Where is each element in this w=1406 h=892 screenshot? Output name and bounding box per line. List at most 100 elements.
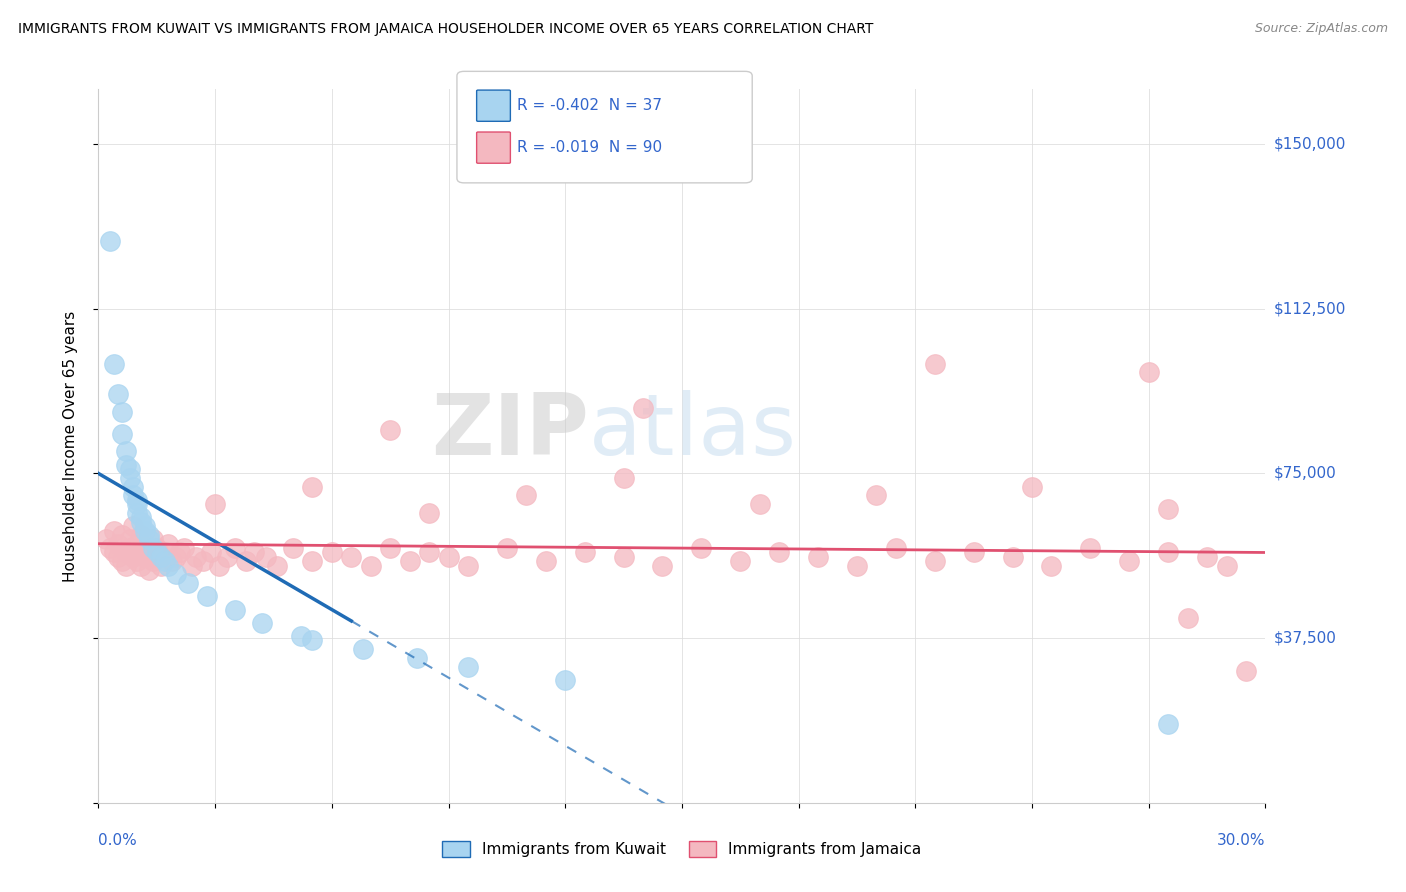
Point (127, 506, 149, 520)
Point (554, 673, 576, 687)
Point (418, 506, 440, 520)
Point (98, 234, 121, 248)
Point (146, 549, 169, 564)
Point (180, 558, 202, 573)
Point (129, 510, 152, 524)
Point (884, 541, 907, 555)
Point (122, 480, 145, 494)
Point (612, 471, 634, 485)
Text: atlas: atlas (589, 390, 797, 474)
Point (114, 458, 136, 472)
Point (290, 629, 312, 643)
Point (165, 567, 187, 582)
Point (103, 545, 125, 559)
Point (380, 541, 402, 555)
Point (118, 541, 141, 555)
Point (1157, 545, 1180, 559)
Point (360, 558, 382, 573)
Text: R = -0.402  N = 37: R = -0.402 N = 37 (517, 98, 662, 112)
Point (127, 545, 149, 559)
Point (1157, 501, 1180, 516)
Point (111, 528, 134, 542)
Point (127, 554, 149, 568)
Point (173, 541, 195, 555)
Point (146, 545, 169, 559)
Point (574, 545, 596, 559)
Point (321, 545, 343, 559)
Point (138, 563, 160, 577)
Point (134, 541, 156, 555)
Point (118, 471, 141, 485)
Point (1001, 549, 1024, 564)
Point (1137, 366, 1160, 380)
Point (129, 528, 152, 542)
Point (118, 533, 141, 547)
Point (107, 549, 129, 564)
Point (129, 515, 152, 529)
Point (215, 549, 238, 564)
Point (162, 554, 184, 568)
Text: Source: ZipAtlas.com: Source: ZipAtlas.com (1254, 22, 1388, 36)
Point (406, 651, 429, 665)
Point (200, 545, 222, 559)
Point (134, 549, 156, 564)
Point (127, 492, 149, 507)
Point (865, 488, 887, 502)
Point (96, 533, 118, 547)
Point (1177, 611, 1199, 625)
Point (138, 533, 160, 547)
Point (157, 537, 180, 551)
Point (127, 497, 149, 511)
Point (496, 541, 519, 555)
Point (165, 549, 187, 564)
Point (193, 554, 215, 568)
Point (1157, 716, 1180, 731)
Point (134, 519, 156, 533)
Point (1234, 664, 1257, 678)
Point (301, 554, 323, 568)
Point (1021, 480, 1043, 494)
Point (254, 549, 277, 564)
Point (235, 554, 257, 568)
Point (138, 528, 160, 542)
Point (107, 537, 129, 551)
Point (122, 519, 145, 533)
Point (204, 497, 226, 511)
Point (127, 537, 149, 551)
Point (1080, 541, 1102, 555)
Point (807, 549, 830, 564)
Point (134, 524, 156, 538)
Point (103, 357, 125, 371)
Point (250, 615, 273, 630)
Point (107, 387, 129, 401)
Text: IMMIGRANTS FROM KUWAIT VS IMMIGRANTS FROM JAMAICA HOUSEHOLDER INCOME OVER 65 YEA: IMMIGRANTS FROM KUWAIT VS IMMIGRANTS FRO… (18, 22, 873, 37)
Y-axis label: Householder Income Over 65 years: Householder Income Over 65 years (63, 310, 77, 582)
Point (142, 541, 165, 555)
Point (111, 405, 134, 419)
Point (437, 549, 460, 564)
Point (612, 549, 634, 564)
Point (98, 541, 121, 555)
Point (266, 558, 288, 573)
Point (1040, 558, 1063, 573)
Point (114, 545, 136, 559)
Point (1118, 554, 1140, 568)
Point (149, 558, 172, 573)
Point (195, 590, 218, 604)
Text: 30.0%: 30.0% (1218, 833, 1265, 848)
Legend: Immigrants from Kuwait, Immigrants from Jamaica: Immigrants from Kuwait, Immigrants from … (436, 835, 928, 863)
Text: $150,000: $150,000 (1274, 136, 1346, 152)
Point (224, 541, 246, 555)
Point (243, 545, 266, 559)
Point (924, 357, 946, 371)
Point (340, 549, 363, 564)
Point (157, 558, 180, 573)
Point (418, 545, 440, 559)
Point (149, 549, 172, 564)
Text: ZIP: ZIP (430, 390, 589, 474)
Point (515, 488, 537, 502)
Point (380, 423, 402, 437)
Text: R = -0.019  N = 90: R = -0.019 N = 90 (517, 140, 662, 154)
Point (114, 444, 136, 458)
Point (845, 558, 868, 573)
